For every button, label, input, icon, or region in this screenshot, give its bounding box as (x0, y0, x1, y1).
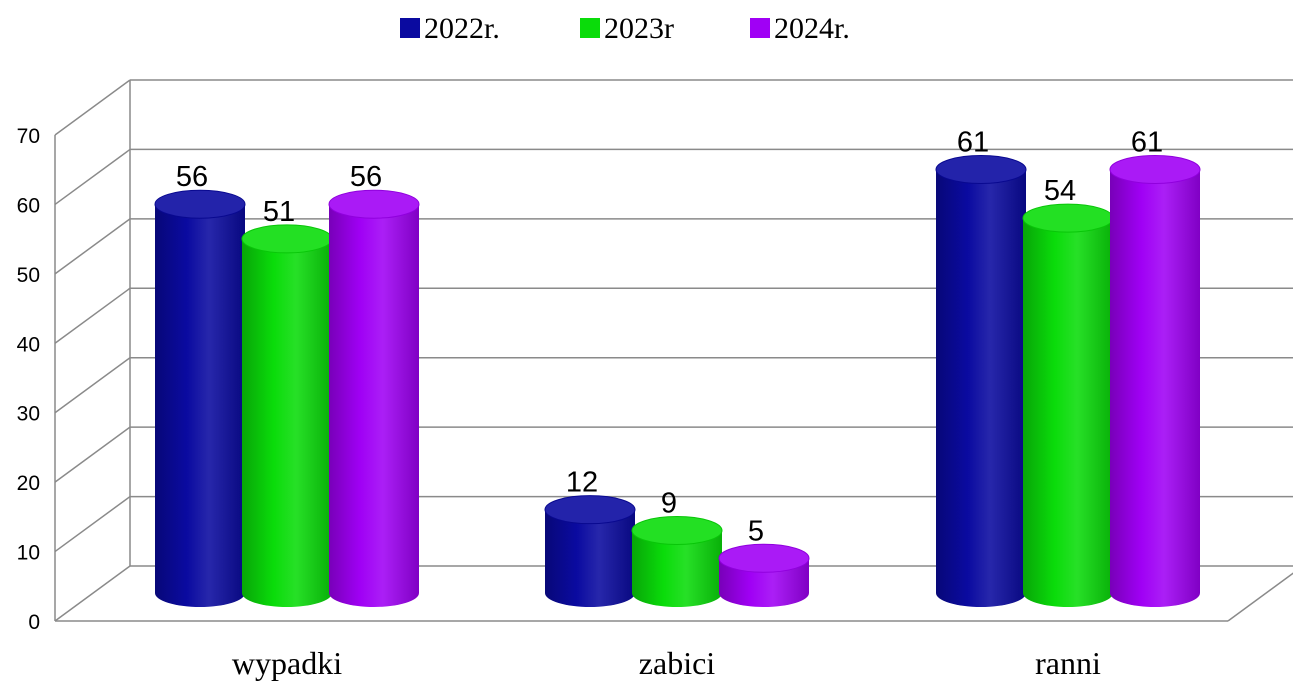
y-tick-label: 20 (17, 472, 40, 495)
gridline-side (54, 565, 131, 622)
legend-label: 2022r. (424, 12, 500, 45)
y-tick-label: 30 (17, 403, 40, 426)
category-label: zabici (639, 645, 716, 681)
legend-swatch (400, 18, 420, 38)
floor-right-edge (1227, 572, 1293, 622)
bar-ranni-2024r. (1109, 154, 1201, 607)
legend-item: 2022r. (400, 12, 500, 45)
gridline-side (54, 287, 131, 344)
bar-zabici-2024r. (718, 543, 810, 607)
category-label: ranni (1035, 645, 1101, 681)
data-label: 9 (661, 488, 677, 520)
x-axis-categories: wypadki zabici ranni (232, 645, 1101, 681)
legend-swatch (750, 18, 770, 38)
gridline-side (54, 495, 131, 553)
y-tick-label: 50 (17, 264, 40, 287)
legend-item: 2023r (580, 12, 674, 45)
bar-ranni-2022r. (935, 154, 1027, 607)
bar-top (1109, 154, 1201, 184)
legend-label: 2023r (604, 12, 674, 45)
bar-zabici-2022r. (544, 495, 636, 607)
data-label: 51 (263, 196, 295, 228)
data-labels: 56 51 56 12 9 5 61 54 61 (176, 126, 1163, 547)
y-tick-label: 40 (17, 333, 40, 356)
data-label: 56 (350, 161, 382, 193)
legend-item: 2024r. (750, 12, 850, 45)
bar-top (544, 495, 636, 525)
data-label: 54 (1044, 175, 1076, 207)
bar-wypadki-2022r. (154, 189, 246, 607)
data-label: 5 (748, 515, 764, 547)
data-label: 61 (957, 126, 989, 158)
bar-zabici-2023r (631, 516, 723, 607)
bar-top (328, 189, 420, 219)
data-label: 61 (1131, 126, 1163, 158)
data-label: 12 (566, 467, 598, 499)
gridline-side (54, 218, 131, 275)
y-tick-label: 10 (17, 542, 40, 565)
y-tick-label: 70 (17, 125, 40, 148)
legend: 2022r. 2023r 2024r. (400, 12, 850, 45)
gridline-side (54, 426, 131, 483)
bar-body (936, 169, 1026, 607)
bar-top (241, 224, 333, 254)
y-tick-label: 0 (28, 611, 40, 634)
gridline-side (54, 148, 131, 206)
bar-top (718, 543, 810, 573)
data-label: 56 (176, 161, 208, 193)
gridline-side (54, 79, 131, 136)
bar-top (631, 516, 723, 546)
plot-area (154, 154, 1201, 608)
bar-body (632, 530, 722, 607)
bar-wypadki-2024r. (328, 189, 420, 607)
bar-body (1110, 169, 1200, 607)
y-axis-ticks: 0 10 20 30 40 50 60 70 (17, 125, 40, 634)
gridline-side (54, 357, 131, 414)
category-label: wypadki (232, 645, 342, 681)
bar-body (155, 204, 245, 607)
bar-top (1022, 203, 1114, 233)
bar-body (329, 204, 419, 607)
y-tick-label: 60 (17, 194, 40, 217)
bar-top (935, 154, 1027, 184)
bar-body (545, 509, 635, 607)
bar-top (154, 189, 246, 219)
bar-ranni-2023r (1022, 203, 1114, 608)
bar-body (242, 238, 332, 607)
bar-body (1023, 218, 1113, 608)
bar-wypadki-2023r (241, 224, 333, 607)
legend-swatch (580, 18, 600, 38)
legend-label: 2024r. (774, 12, 850, 45)
